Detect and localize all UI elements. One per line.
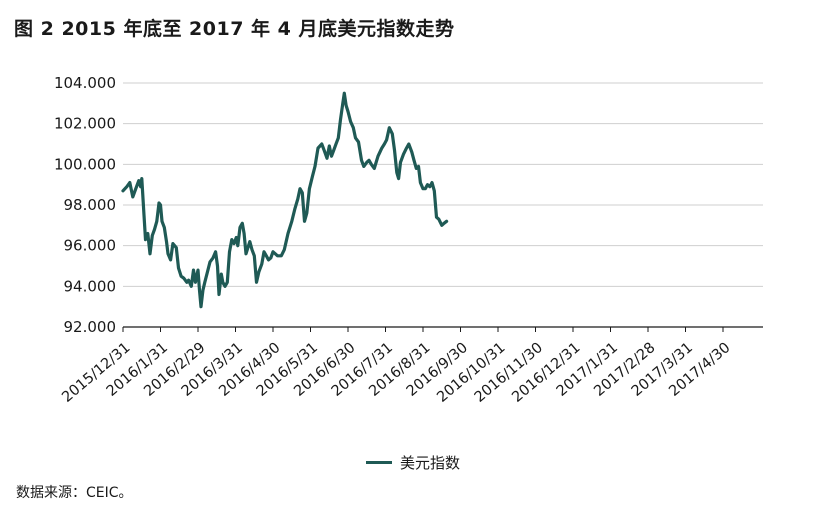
legend: 美元指数 bbox=[366, 452, 460, 473]
y-axis-ticks: 104.000 102.000 100.000 98.000 96.000 94.000 9… bbox=[54, 74, 116, 336]
y-tick-label: 104.000 bbox=[54, 74, 116, 92]
y-tick-label: 100.000 bbox=[54, 155, 116, 173]
y-tick-label: 92.000 bbox=[64, 318, 117, 336]
y-tick-label: 102.000 bbox=[54, 115, 116, 133]
x-axis-ticks: 2015/12/312016/1/312016/2/292016/3/31201… bbox=[59, 327, 734, 406]
legend-label: 美元指数 bbox=[400, 454, 461, 472]
y-tick-label: 98.000 bbox=[64, 196, 117, 214]
source-note: 数据来源：CEIC。 bbox=[16, 485, 133, 501]
chart-title: 图 2 2015 年底至 2017 年 4 月底美元指数走势 bbox=[14, 18, 455, 40]
legend-swatch bbox=[366, 461, 392, 464]
y-tick-label: 96.000 bbox=[64, 237, 117, 255]
series-line bbox=[121, 91, 449, 309]
series-group bbox=[121, 91, 449, 309]
y-tick-label: 94.000 bbox=[64, 277, 117, 295]
gridlines bbox=[123, 82, 763, 287]
